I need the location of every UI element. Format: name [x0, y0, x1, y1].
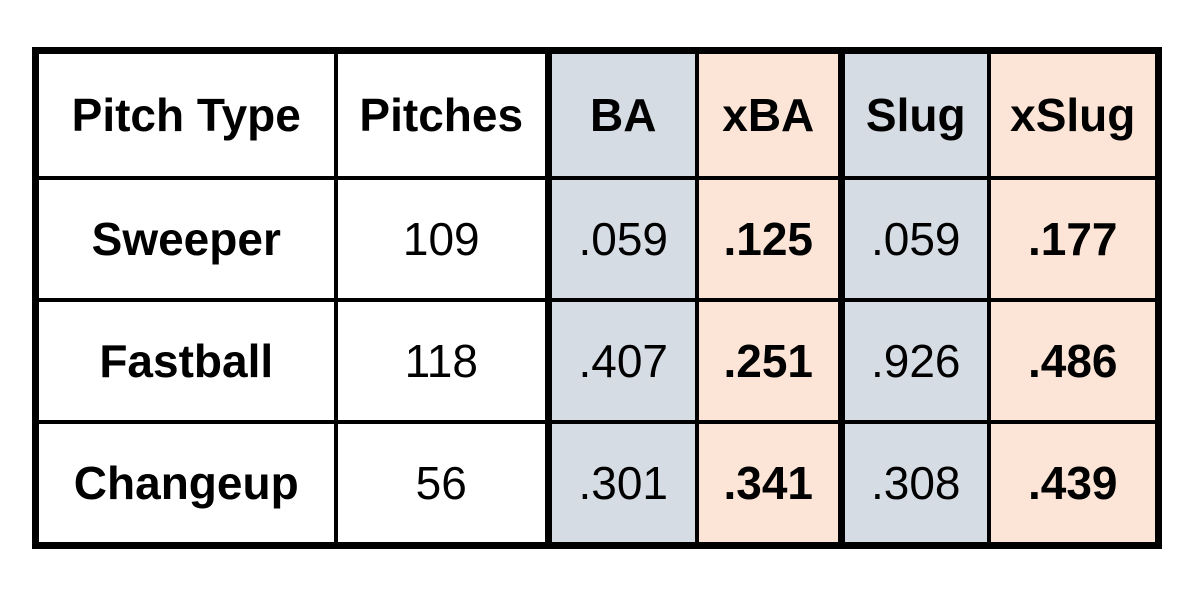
cell-xslug: .177: [986, 176, 1161, 302]
cell-xslug: .439: [986, 420, 1161, 548]
table-row: Changeup 56 .301 .341 .308 .439: [33, 420, 1161, 548]
cell-pitches: 118: [333, 298, 551, 424]
pitch-stats-table: Pitch Type Pitches BA xBA Slug xSlug Swe…: [32, 47, 1162, 549]
header-ba: BA: [545, 48, 699, 180]
header-xslug: xSlug: [986, 48, 1161, 180]
header-pitches: Pitches: [333, 48, 551, 180]
cell-xba: .251: [694, 298, 844, 424]
cell-pitch-type: Sweeper: [33, 176, 338, 302]
cell-xba: .341: [694, 420, 844, 548]
header-slug: Slug: [838, 48, 991, 180]
cell-pitch-type: Changeup: [33, 420, 338, 548]
header-pitch-type: Pitch Type: [33, 48, 338, 180]
cell-slug: .308: [838, 420, 991, 548]
header-xba: xBA: [694, 48, 844, 180]
cell-slug: .926: [838, 298, 991, 424]
cell-slug: .059: [838, 176, 991, 302]
cell-pitches: 109: [333, 176, 551, 302]
cell-xba: .125: [694, 176, 844, 302]
cell-pitch-type: Fastball: [33, 298, 338, 424]
cell-ba: .407: [545, 298, 699, 424]
cell-xslug: .486: [986, 298, 1161, 424]
table-row: Fastball 118 .407 .251 .926 .486: [33, 298, 1161, 424]
cell-pitches: 56: [333, 420, 551, 548]
cell-ba: .301: [545, 420, 699, 548]
cell-ba: .059: [545, 176, 699, 302]
table-row: Sweeper 109 .059 .125 .059 .177: [33, 176, 1161, 302]
header-row: Pitch Type Pitches BA xBA Slug xSlug: [33, 48, 1161, 180]
